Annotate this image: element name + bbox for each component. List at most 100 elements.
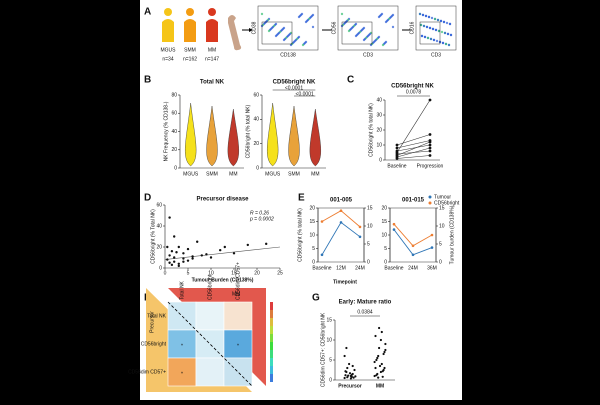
flow-event xyxy=(441,41,445,45)
point xyxy=(182,257,185,260)
point xyxy=(196,240,199,243)
flow-event xyxy=(422,24,426,28)
flow-event xyxy=(439,19,443,23)
point xyxy=(219,248,222,252)
point xyxy=(358,235,362,239)
point xyxy=(428,98,432,102)
person-body xyxy=(184,19,196,42)
legend-marker xyxy=(428,195,432,199)
y-tick-label: 15 xyxy=(439,205,445,211)
flow-event xyxy=(423,35,427,39)
flow-event xyxy=(429,37,433,41)
chart-title: CD56bright NK xyxy=(273,80,316,86)
axis-title: Tumour Burden (CD138%) xyxy=(192,277,254,283)
flow-event xyxy=(347,29,351,33)
flow-axis-label: CD3 xyxy=(431,52,441,58)
point xyxy=(379,338,382,342)
flow-event xyxy=(440,30,444,34)
heatmap-cell xyxy=(223,329,253,359)
point xyxy=(320,253,324,257)
y-tick-label: 0 xyxy=(329,377,332,383)
flow-event xyxy=(301,43,305,47)
point xyxy=(375,358,378,362)
p-value: 0.0384 xyxy=(357,309,373,315)
axis-title: CD56bright (% Total NK) xyxy=(150,209,156,264)
colorbar-step xyxy=(270,318,273,326)
flow-event xyxy=(425,25,429,29)
point xyxy=(320,220,324,223)
violin xyxy=(267,102,279,167)
y-tick-label: 20 xyxy=(381,205,387,211)
flow-axis-label: CD38 xyxy=(251,21,257,34)
panel-label: G xyxy=(312,293,320,304)
significance-star: * xyxy=(237,343,239,349)
y-tick-label: 20 xyxy=(171,147,177,153)
flow-axis-label: CD56 xyxy=(331,21,337,34)
point xyxy=(350,373,353,376)
point xyxy=(428,133,432,136)
p-value: <0.0001 xyxy=(296,91,314,97)
colorbar-step xyxy=(270,342,273,350)
pair-line xyxy=(396,140,431,149)
flow-event xyxy=(274,34,278,38)
pair-line xyxy=(396,150,431,155)
chart-title: 001-005 xyxy=(330,198,353,204)
flow-event xyxy=(431,27,435,31)
flow-event xyxy=(289,43,293,47)
point xyxy=(373,374,376,378)
flow-event xyxy=(446,32,450,36)
y-tick-label: 5 xyxy=(439,241,442,247)
y-tick-label: 0 xyxy=(174,165,177,171)
x-tick-label: 5 xyxy=(187,270,190,276)
flow-event xyxy=(444,42,448,46)
y-tick-label: 15 xyxy=(381,219,387,225)
y-tick-label: 0 xyxy=(312,259,315,265)
point xyxy=(343,354,346,358)
flow-event xyxy=(437,29,441,33)
point xyxy=(191,257,194,260)
y-tick-label: 60 xyxy=(156,202,162,208)
axis-title: CD56bright (% total NK) xyxy=(368,103,374,157)
x-tick-label: 20 xyxy=(254,270,260,276)
point xyxy=(395,143,399,147)
point xyxy=(186,259,190,262)
x-tick-label: MGUS xyxy=(183,171,199,177)
flow-axis-label: CD16 xyxy=(409,21,415,34)
point xyxy=(377,354,380,358)
colorbar-step xyxy=(270,350,273,358)
violin xyxy=(309,108,321,167)
pair-line xyxy=(396,134,431,146)
flow-plot xyxy=(415,5,457,51)
point xyxy=(348,362,351,366)
point xyxy=(346,376,349,379)
y-tick-label: 0 xyxy=(159,265,162,271)
x-tick-label: 24M xyxy=(408,265,418,271)
point xyxy=(175,251,178,254)
flow-plot xyxy=(257,5,319,51)
point xyxy=(170,250,174,253)
point xyxy=(411,253,415,257)
flow-event xyxy=(428,26,432,30)
point xyxy=(349,377,352,380)
flow-event xyxy=(430,16,434,20)
column-label: CD56dim CD57+ xyxy=(235,262,241,300)
point xyxy=(358,225,362,229)
heatmap-cell xyxy=(195,357,225,387)
point xyxy=(173,256,176,259)
point xyxy=(428,143,432,147)
flow-event xyxy=(449,33,453,37)
axis-title: Tumour burden (CD138%) xyxy=(449,205,455,264)
heatmap-cell xyxy=(195,301,225,331)
violin xyxy=(227,108,239,167)
x-tick-label: Progression xyxy=(417,163,444,169)
colorbar-step xyxy=(270,366,273,374)
colorbar-step xyxy=(270,302,273,310)
point xyxy=(430,246,434,249)
point xyxy=(379,370,382,374)
point xyxy=(182,252,185,255)
y-tick-label: 10 xyxy=(326,337,332,343)
point xyxy=(382,352,385,356)
flow-event xyxy=(304,20,308,24)
stat-text: p = 0.0002 xyxy=(249,216,274,222)
